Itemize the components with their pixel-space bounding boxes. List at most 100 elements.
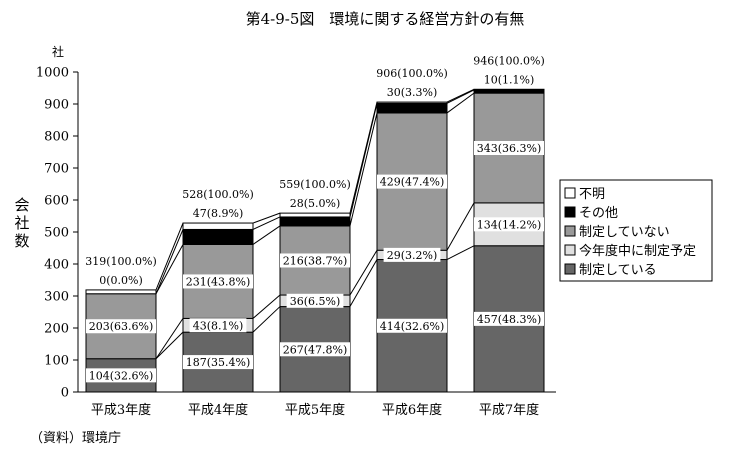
connector-line	[349, 112, 378, 227]
connector-line	[155, 222, 184, 291]
legend-entry: その他	[579, 206, 618, 221]
data-label: 267(47.8%)	[283, 343, 348, 356]
data-label-background	[189, 318, 247, 333]
y-axis-label: 会社数	[14, 196, 29, 250]
data-labels: 104(32.6%) 203(63.6%) 187(35.4%) 43(8.1%) 23…	[86, 141, 544, 383]
data-label: 43(8.1%)	[193, 319, 244, 332]
data-label-background	[86, 319, 156, 334]
bar-segment	[279, 212, 351, 218]
data-label: 457(48.3%)	[477, 313, 542, 326]
connector-line	[349, 259, 378, 307]
category-label: 平成7年度	[479, 402, 539, 418]
bar-segment	[85, 289, 157, 295]
data-label-background	[183, 355, 253, 370]
data-label: 187(35.4%)	[186, 356, 251, 369]
connector-line	[446, 89, 475, 104]
total-labels: 0(0.0%) 319(100.0%) 47(8.9%) 528(100.0%) 28(…	[85, 54, 545, 287]
total-label: 528(100.0%)	[182, 188, 254, 201]
connector-line	[446, 245, 475, 260]
data-label-background	[377, 318, 447, 333]
connector-line	[155, 331, 184, 360]
bar-segment	[376, 102, 448, 114]
other-data-label: 30(3.3%)	[387, 86, 438, 99]
y-tick-label: 0	[61, 386, 69, 401]
y-tick-label: 300	[44, 290, 69, 305]
connector-line	[252, 306, 281, 333]
category-labels: 平成3年度 平成4年度 平成5年度 平成6年度 平成7年度	[91, 402, 539, 418]
data-label: 216(38.7%)	[283, 254, 348, 267]
data-label-background	[280, 253, 350, 268]
data-label: 231(43.8%)	[186, 275, 251, 288]
category-label: 平成3年度	[91, 402, 151, 418]
data-label: 29(3.2%)	[387, 249, 438, 262]
data-label-background	[183, 274, 253, 289]
connector-line	[349, 249, 378, 296]
category-label: 平成6年度	[382, 402, 442, 418]
data-label: 343(36.3%)	[477, 142, 542, 155]
y-tick-label: 700	[44, 162, 69, 177]
bar-segment	[182, 228, 254, 245]
total-label: 319(100.0%)	[85, 255, 157, 268]
legend-swatch	[564, 225, 576, 237]
legend-entry: 今年度中に制定予定	[579, 243, 696, 259]
other-data-label: 28(5.0%)	[290, 197, 341, 210]
data-label-background	[280, 342, 350, 357]
y-tick-label: 600	[44, 194, 69, 209]
bar-segment	[473, 88, 545, 91]
legend-swatch	[564, 244, 576, 256]
data-label-background	[474, 217, 544, 232]
connector-line	[155, 318, 184, 359]
data-label: 429(47.4%)	[380, 176, 445, 189]
other-data-label: 0(0.0%)	[99, 274, 143, 287]
data-label: 203(63.6%)	[89, 320, 154, 333]
connector-line	[155, 229, 184, 294]
source-note: （資料）環境庁	[30, 431, 121, 446]
y-tick-label: 400	[44, 258, 69, 273]
chart-title: 第4-9-5図 環境に関する経営方針の有無	[246, 10, 525, 28]
legend-entry: 不明	[579, 187, 605, 202]
data-label-background	[474, 311, 544, 326]
connector-line	[446, 92, 475, 114]
bar-segment	[376, 101, 448, 104]
category-label: 平成5年度	[285, 402, 345, 418]
category-label: 平成4年度	[188, 402, 248, 418]
y-tick-label: 100	[44, 354, 69, 369]
y-tick-labels: 0 100 200 300 400 500 600 700 800 900 1000	[36, 66, 78, 401]
data-label-background	[474, 141, 544, 155]
y-tick-label: 500	[44, 226, 69, 241]
data-label: 134(14.2%)	[477, 218, 542, 231]
connector-line	[252, 225, 281, 245]
data-label: 104(32.6%)	[89, 369, 154, 382]
connector-line	[252, 216, 281, 230]
legend-swatch	[564, 187, 576, 199]
legend-entry: 制定していない	[579, 225, 670, 240]
other-data-label: 10(1.1%)	[484, 73, 535, 86]
connector-line	[252, 212, 281, 224]
bar-segment	[279, 216, 351, 227]
segment-connector-lines	[155, 88, 475, 360]
legend-swatch	[564, 206, 576, 218]
y-tick-label: 200	[44, 322, 69, 337]
y-axis-unit: 社	[52, 44, 64, 59]
total-label: 906(100.0%)	[376, 67, 448, 80]
y-tick-label: 1000	[36, 66, 69, 81]
connector-line	[155, 244, 184, 295]
connector-line	[252, 294, 281, 319]
y-tick-label: 800	[44, 130, 69, 145]
data-label-background	[286, 293, 344, 308]
data-label-background	[377, 174, 447, 189]
connector-line	[349, 101, 378, 214]
total-label: 946(100.0%)	[473, 54, 545, 67]
connector-line	[446, 88, 475, 103]
connector-line	[446, 202, 475, 251]
data-label: 414(32.6%)	[380, 320, 445, 333]
data-label-background	[86, 368, 156, 383]
data-label: 36(6.5%)	[290, 295, 341, 308]
other-data-label: 47(8.9%)	[193, 207, 244, 220]
bar-segment	[182, 222, 254, 230]
data-label-background	[383, 247, 441, 262]
total-label: 559(100.0%)	[279, 178, 351, 191]
y-tick-label: 900	[44, 98, 69, 113]
